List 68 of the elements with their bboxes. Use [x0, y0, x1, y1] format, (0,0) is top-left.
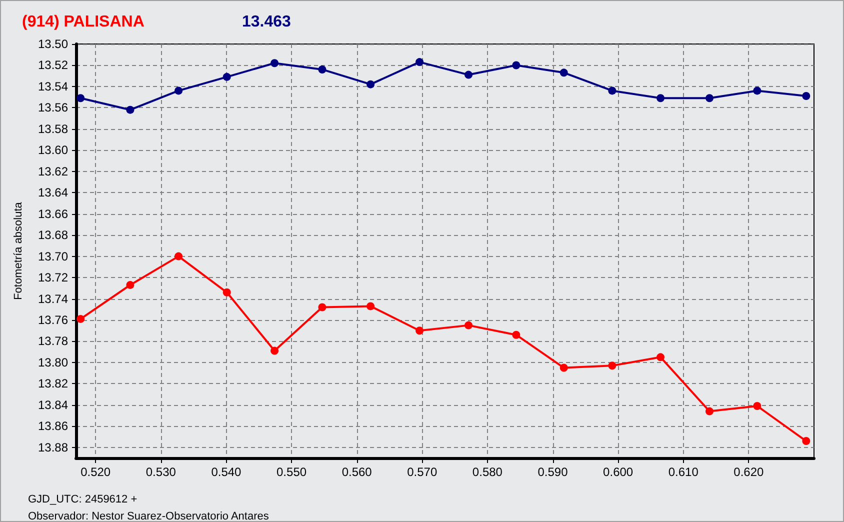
point: [560, 68, 568, 77]
x-tick-label: 0.580: [472, 465, 503, 479]
point: [174, 252, 183, 260]
y-tick-label: 13.86: [38, 419, 68, 434]
point: [174, 86, 183, 95]
point: [802, 437, 810, 446]
y-tick-label: 13.64: [38, 186, 68, 200]
point: [656, 94, 665, 102]
y-tick-label: 13.80: [38, 355, 68, 370]
x-tick-label: 0.550: [276, 465, 307, 479]
y-tick-label: 13.62: [38, 164, 68, 178]
point: [802, 92, 810, 100]
point: [318, 65, 326, 74]
text: Observador: Nestor Suarez-Observatorio Antares: [28, 510, 270, 522]
point: [222, 288, 231, 296]
y-tick-label: 13.74: [38, 292, 68, 306]
point: [753, 86, 762, 95]
x-tick-label: 0.590: [538, 465, 568, 479]
point: [366, 80, 375, 88]
x-tick-label: 0.520: [80, 465, 111, 479]
point: [416, 326, 424, 335]
x-tick-label: 0.530: [146, 465, 176, 479]
y-tick-label: 13.70: [38, 249, 68, 264]
x-tick-label: 0.540: [211, 465, 242, 479]
point: [512, 330, 520, 339]
point: [76, 314, 85, 323]
y-tick-label: 13.50: [38, 37, 68, 51]
point: [512, 61, 520, 70]
point: [464, 70, 473, 79]
y-tick-label: 13.68: [38, 228, 68, 242]
y-tick-label: 13.56: [38, 100, 68, 115]
x-tick-label: 0.560: [342, 465, 372, 479]
x-tick-label: 0.620: [734, 465, 764, 479]
chart-title: (914) PALISANA: [22, 14, 145, 30]
point: [656, 353, 665, 362]
point: [416, 58, 424, 66]
point: [464, 321, 473, 330]
point: [706, 94, 714, 102]
point: [270, 59, 279, 68]
point: [318, 303, 326, 312]
point: [126, 280, 134, 289]
y-tick-label: 13.78: [38, 334, 68, 348]
point: [76, 94, 85, 102]
y-tick-label: 13.82: [38, 376, 68, 391]
y-tick-label: 13.60: [38, 143, 68, 158]
y-tick-label: 13.76: [38, 313, 68, 327]
y-tick-label: 13.54: [38, 79, 68, 94]
y-axis-title: Fotometría absoluta: [12, 201, 24, 300]
y-tick-label: 13.58: [38, 122, 68, 136]
x-tick-label: 0.600: [603, 465, 634, 479]
point: [270, 346, 279, 355]
y-tick-label: 13.84: [38, 398, 68, 412]
y-tick-label: 13.52: [38, 58, 68, 72]
y-tick-label: 13.72: [38, 270, 68, 285]
point: [366, 302, 375, 310]
text: GJD_UTC: 2459612 +: [28, 494, 138, 506]
y-tick-label: 13.88: [38, 440, 68, 454]
x-tick-label: 0.610: [668, 465, 699, 479]
point: [126, 106, 134, 114]
point: [706, 407, 714, 416]
point: [608, 362, 616, 370]
point: [222, 72, 231, 81]
point: [753, 402, 762, 410]
chart-subtitle: 13.463: [242, 14, 292, 30]
point: [608, 86, 616, 95]
y-tick-label: 13.66: [38, 206, 68, 221]
point: [560, 364, 568, 372]
x-tick-label: 0.570: [407, 465, 438, 479]
